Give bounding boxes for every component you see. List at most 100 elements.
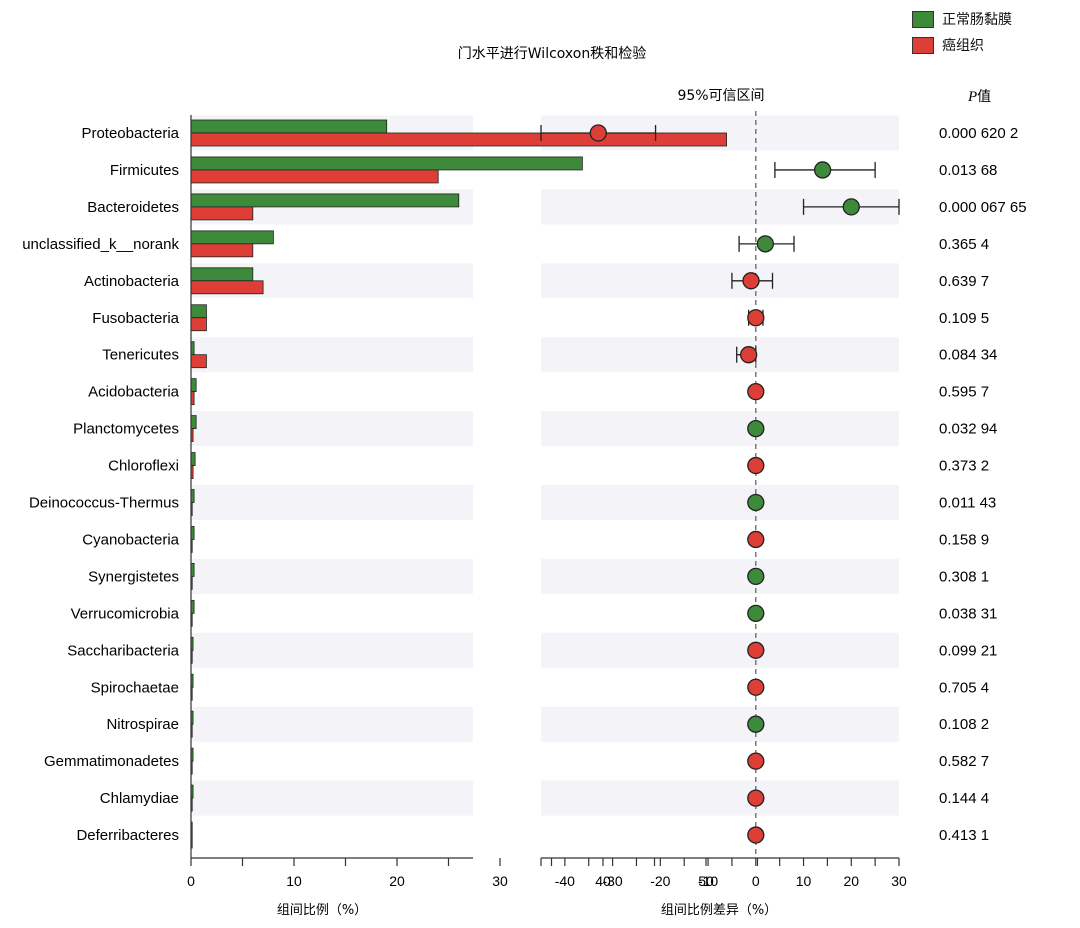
right-row-band: [541, 411, 899, 447]
p-value: 0.158 9: [939, 531, 989, 548]
legend: 正常肠黏膜 癌组织: [912, 6, 1012, 58]
left-x-axis-label: 组间比例（%）: [277, 903, 367, 918]
category-label: unclassified_k__norank: [22, 236, 179, 253]
bar-tumor-Actinobacteria: [190, 280, 264, 295]
p-value: 0.109 5: [939, 310, 989, 327]
legend-label-tumor: 癌组织: [942, 38, 984, 54]
right-x-tick-label: 20: [843, 873, 859, 889]
p-value: 0.000 067 65: [939, 199, 1027, 216]
ci-point-Chlamydiae: [747, 789, 765, 807]
legend-label-normal: 正常肠黏膜: [942, 12, 1012, 28]
ci-point-Tenericutes: [739, 346, 758, 364]
ci-point-Verrucomicrobia: [747, 604, 765, 622]
ci-point-Proteobacteria: [589, 124, 607, 142]
category-label: Verrucomicrobia: [71, 605, 180, 622]
category-label: Deinococcus-Thermus: [29, 495, 179, 512]
bar-normal-Acidobacteria: [190, 378, 197, 393]
left-x-tick-label: 0: [187, 873, 195, 889]
legend-item-tumor: 癌组织: [912, 32, 1012, 58]
ci-point-Acidobacteria: [747, 382, 765, 401]
left-row-band: [191, 706, 473, 742]
p-value: 0.582 7: [939, 753, 989, 770]
category-label: Bacteroidetes: [87, 199, 179, 216]
category-label: Cyanobacteria: [82, 531, 179, 548]
p-value: 0.705 4: [939, 679, 989, 696]
category-label: Fusobacteria: [92, 310, 179, 327]
category-label: Saccharibacteria: [67, 642, 179, 659]
ci-point-Nitrospirae: [747, 715, 765, 733]
p-value: 0.144 4: [939, 790, 989, 807]
category-label: Planctomycetes: [73, 421, 179, 438]
left-row-band: [191, 558, 473, 594]
p-value: 0.011 43: [939, 495, 996, 512]
right-x-tick-label: -10: [698, 873, 718, 889]
right-x-axis-label: 组间比例差异（%）: [661, 903, 777, 918]
ci-point-Deferribacteres: [747, 826, 765, 844]
p-value: 0.084 34: [939, 347, 997, 364]
left-row-band: [191, 780, 473, 816]
left-x-tick-label: 50: [698, 873, 714, 889]
legend-item-normal: 正常肠黏膜: [912, 6, 1012, 32]
left-x-tick-label: 40: [595, 873, 611, 889]
p-value: 0.308 1: [939, 568, 989, 585]
bar-tumor-Tenericutes: [190, 354, 207, 369]
category-label: Proteobacteria: [81, 125, 179, 142]
bar-normal-Planctomycetes: [190, 415, 197, 430]
p-header-suffix: 值: [977, 89, 991, 105]
ci-point-Spirochaetae: [747, 678, 765, 696]
ci-point-Deinococcus-Thermus: [747, 493, 765, 512]
p-value-header: P值: [967, 89, 991, 105]
category-label: Tenericutes: [102, 347, 179, 364]
ci-point-Chloroflexi: [747, 456, 765, 475]
category-label: Spirochaetae: [91, 679, 179, 696]
p-value: 0.038 31: [939, 605, 997, 622]
category-label: Actinobacteria: [84, 273, 180, 290]
left-x-tick-label: 20: [389, 873, 405, 889]
p-value: 0.000 620 2: [939, 125, 1018, 142]
bar-tumor-Firmicutes: [190, 169, 439, 184]
bar-tumor-Bacteroidetes: [190, 206, 254, 221]
bar-tumor-unclassified_k__norank: [190, 243, 254, 258]
bar-normal-unclassified_k__norank: [190, 230, 274, 245]
category-label: Firmicutes: [110, 162, 179, 179]
right-row-band: [541, 558, 899, 594]
right-x-tick-label: 10: [796, 873, 812, 889]
ci-point-unclassified_k__norank: [756, 235, 774, 253]
right-x-tick-label: 0: [752, 873, 760, 889]
right-row-band: [541, 485, 899, 520]
p-value: 0.365 4: [939, 236, 989, 253]
left-row-band: [191, 337, 473, 373]
bar-normal-Chloroflexi: [190, 452, 196, 466]
ci-point-Planctomycetes: [747, 419, 765, 438]
p-value: 0.413 1: [939, 827, 989, 844]
left-row-band: [191, 632, 473, 668]
ci-point-Firmicutes: [813, 161, 832, 179]
legend-swatch-normal: [912, 10, 934, 28]
right-x-tick-label: -20: [650, 873, 670, 889]
right-row-band: [541, 263, 899, 299]
category-label: Synergistetes: [88, 568, 179, 585]
legend-swatch-tumor: [912, 36, 934, 54]
right-x-tick-label: -40: [555, 873, 575, 889]
bar-normal-Fusobacteria: [190, 304, 207, 319]
p-value: 0.099 21: [939, 642, 997, 659]
right-x-tick-label: 30: [891, 873, 907, 889]
bar-normal-Firmicutes: [190, 156, 583, 171]
ci-point-Fusobacteria: [747, 309, 765, 327]
left-chart-title: 门水平进行Wilcoxon秩和检验: [458, 46, 646, 62]
ci-point-Bacteroidetes: [842, 198, 860, 216]
bar-tumor-Proteobacteria: [190, 132, 727, 147]
p-value: 0.639 7: [939, 273, 989, 290]
right-row-band: [541, 337, 899, 373]
bar-normal-Bacteroidetes: [190, 193, 460, 208]
p-value: 0.373 2: [939, 458, 989, 475]
ci-point-Cyanobacteria: [747, 530, 765, 549]
category-label: Nitrospirae: [106, 716, 179, 733]
category-label: Gemmatimonadetes: [44, 753, 179, 770]
category-label: Chloroflexi: [108, 458, 179, 475]
left-row-band: [191, 411, 473, 447]
right-row-band: [541, 780, 899, 816]
p-value: 0.108 2: [939, 716, 989, 733]
ci-point-Gemmatimonadetes: [747, 752, 765, 770]
